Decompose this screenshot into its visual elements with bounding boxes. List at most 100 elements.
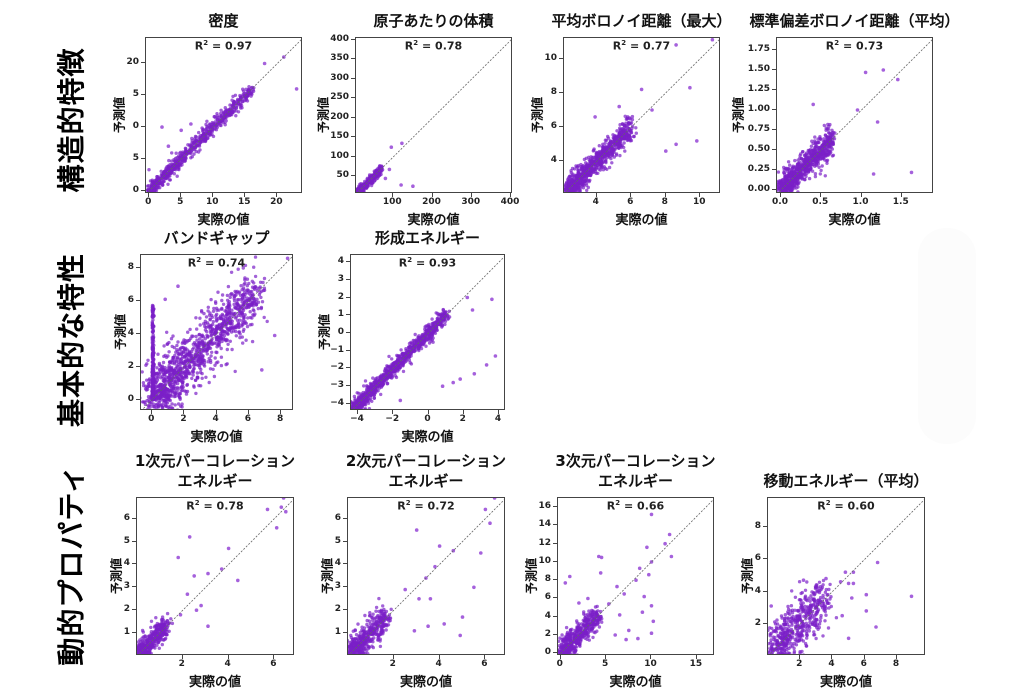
y-tick-label: 16 xyxy=(538,501,551,512)
identity-line xyxy=(769,499,924,654)
panel-title: バンドギャップ xyxy=(163,229,270,247)
y-tick-mark xyxy=(772,169,776,170)
r2-annotation: R2 = 0.66 xyxy=(606,499,665,513)
panel-title: 形成エネルギー xyxy=(374,229,480,247)
y-tick-mark xyxy=(772,89,776,90)
y-tick-mark xyxy=(559,126,563,128)
plot-area: R2 = 0.60 xyxy=(767,497,925,655)
y-tick-label: 4 xyxy=(544,610,551,621)
x-tick-label: 10 xyxy=(693,197,706,207)
scatter-points xyxy=(141,255,292,409)
y-tick-label: 2 xyxy=(127,360,134,371)
y-tick-mark xyxy=(346,367,350,369)
r2-value: = 0.93 xyxy=(416,256,457,270)
r2-letter: R xyxy=(817,499,826,513)
y-tick-label: 0.75 xyxy=(747,124,770,134)
y-tick-label: −2 xyxy=(330,362,344,373)
x-tick-mark xyxy=(559,655,561,659)
y-tick-label: 350 xyxy=(330,53,349,64)
x-tick-label: −2 xyxy=(385,414,400,424)
panel-title: 3次元パーコレーション エネルギー xyxy=(555,452,716,490)
scatter-points xyxy=(137,498,293,654)
y-tick-mark xyxy=(351,116,355,118)
y-tick-mark xyxy=(553,579,557,581)
r2-value: = 0.60 xyxy=(834,499,875,513)
r2-letter: R xyxy=(825,39,835,53)
row-label: 基本的な特性 xyxy=(55,252,88,428)
x-tick-label: 0 xyxy=(424,414,431,424)
r2-annotation: R2 = 0.73 xyxy=(825,39,884,53)
y-tick-label: 2 xyxy=(334,604,341,615)
y-tick-label: 6 xyxy=(754,553,761,564)
y-tick-mark xyxy=(763,622,767,624)
x-tick-mark xyxy=(799,655,801,659)
r2-annotation: R2 = 0.74 xyxy=(187,256,246,270)
x-tick-label: 300 xyxy=(461,197,481,207)
scatter-points xyxy=(351,256,504,409)
y-tick-mark xyxy=(132,632,136,634)
r2-letter: R xyxy=(187,256,197,270)
x-tick-mark xyxy=(860,193,862,197)
y-tick-mark xyxy=(351,97,355,99)
y-tick-label: 0.25 xyxy=(747,164,770,174)
y-tick-mark xyxy=(351,155,355,157)
y-axis-label: 予測値 xyxy=(524,557,539,595)
plot-area: R2 = 0.66 xyxy=(557,497,714,655)
x-tick-label: −4 xyxy=(350,414,364,424)
x-tick-mark xyxy=(357,410,359,414)
y-tick-mark xyxy=(553,524,557,526)
y-tick-mark xyxy=(772,189,776,190)
y-tick-mark xyxy=(136,267,140,269)
y-tick-label: 400 xyxy=(330,33,349,44)
y-tick-label: −1 xyxy=(330,344,344,355)
x-tick-mark xyxy=(462,410,464,414)
y-tick-label: 4 xyxy=(337,256,344,267)
y-tick-mark xyxy=(141,157,145,159)
y-tick-mark xyxy=(136,365,140,367)
x-tick-mark xyxy=(247,410,249,414)
y-axis-label: 予測値 xyxy=(113,313,128,351)
y-tick-mark xyxy=(553,652,557,654)
y-tick-mark xyxy=(132,609,136,611)
x-axis-label: 実際の値 xyxy=(197,213,250,228)
x-tick-label: 6 xyxy=(270,659,277,669)
y-tick-mark xyxy=(132,540,136,542)
x-tick-mark xyxy=(438,655,440,659)
y-tick-mark xyxy=(351,77,355,79)
y-tick-label: 150 xyxy=(330,131,349,142)
y-axis-label: 予測値 xyxy=(112,96,127,134)
y-tick-mark xyxy=(351,175,355,177)
x-tick-mark xyxy=(900,193,902,197)
r2-value: = 0.77 xyxy=(630,39,671,53)
y-tick-label: 0.00 xyxy=(747,184,770,194)
y-axis-label: 予測値 xyxy=(316,96,331,134)
x-tick-label: 4 xyxy=(494,414,502,424)
x-tick-label: 0 xyxy=(145,197,152,207)
x-tick-mark xyxy=(227,655,229,659)
x-tick-mark xyxy=(181,655,183,659)
plot-area: R2 = 0.73 xyxy=(776,37,933,193)
y-tick-label: 1.25 xyxy=(747,84,770,94)
x-tick-label: 15 xyxy=(689,659,703,669)
y-tick-label: 2 xyxy=(123,604,130,615)
y-tick-mark xyxy=(132,563,136,565)
y-tick-mark xyxy=(132,586,136,588)
x-axis-label: 実際の値 xyxy=(609,675,662,690)
x-tick-label: 5 xyxy=(177,197,184,207)
y-tick-label: 12 xyxy=(538,537,551,548)
y-tick-label: 0 xyxy=(127,393,134,404)
x-tick-label: 0.5 xyxy=(812,197,829,207)
x-axis-label: 実際の値 xyxy=(615,213,668,228)
identity-line xyxy=(138,499,293,654)
scatter-points xyxy=(558,499,713,654)
r2-annotation: R2 = 0.78 xyxy=(186,499,244,513)
r2-value: = 0.78 xyxy=(203,499,244,513)
y-tick-mark xyxy=(343,563,347,565)
y-tick-label: 1.00 xyxy=(747,104,770,114)
y-tick-mark xyxy=(346,314,350,316)
y-tick-mark xyxy=(346,349,350,351)
x-tick-mark xyxy=(595,193,597,197)
x-tick-mark xyxy=(212,193,214,197)
r2-value: = 0.78 xyxy=(422,39,463,53)
x-tick-mark xyxy=(650,655,652,659)
